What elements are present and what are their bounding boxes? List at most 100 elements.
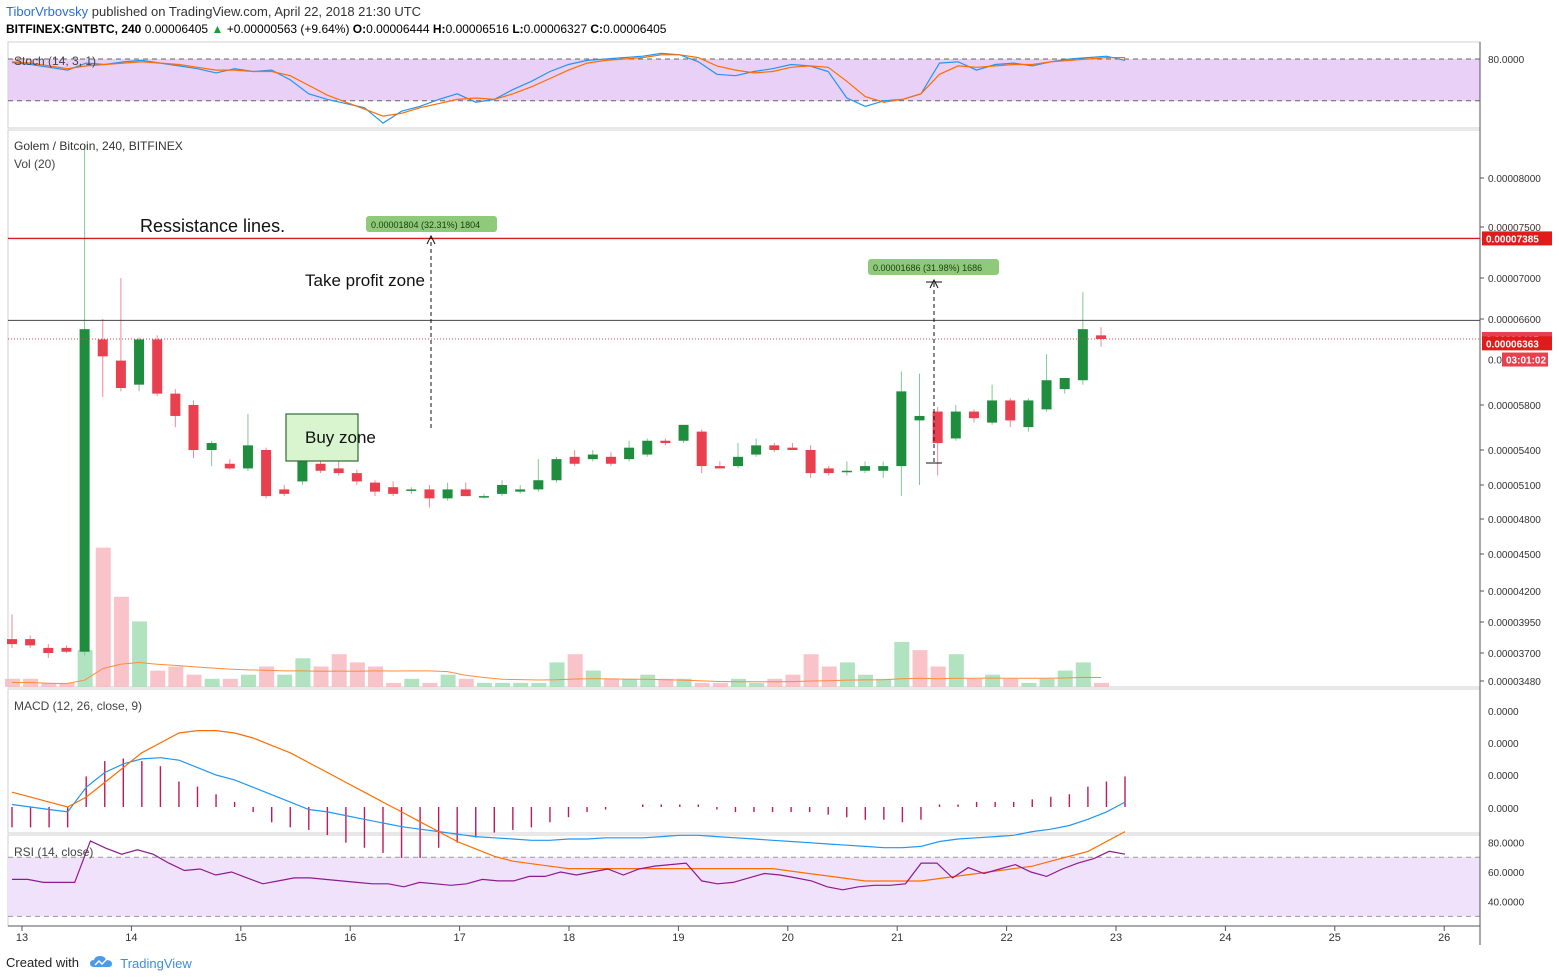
volume-bar [495, 682, 511, 687]
macd-axis-label: 0.0000 [1488, 771, 1519, 782]
volume-bar [150, 670, 166, 687]
price-tick-label: 0.00004200 [1488, 587, 1541, 598]
buy-zone-box [285, 413, 359, 462]
high-label: H: [432, 22, 446, 36]
rsi-axis-label: 80.0000 [1488, 838, 1525, 849]
volume-bar [186, 674, 202, 687]
x-tick-label: 13 [16, 932, 28, 944]
rsi-band [8, 857, 1480, 917]
candle-body [370, 482, 380, 492]
rsi-label: RSI (14, close) [14, 845, 93, 859]
candle-body [170, 393, 181, 416]
candle-body [224, 463, 235, 469]
candle-body [950, 411, 961, 439]
volume-bar [767, 678, 783, 687]
volume-ma-line [12, 661, 1102, 685]
price-tick-label: 0.00003950 [1488, 618, 1541, 629]
tradingview-cloud-icon [89, 955, 113, 972]
volume-bar [1003, 678, 1019, 687]
volume-bar [531, 682, 547, 687]
volume-bar [132, 621, 148, 687]
candle-body [1023, 400, 1034, 428]
x-tick-label: 17 [453, 932, 465, 944]
buy-zone-annotation: Buy zone [305, 428, 376, 447]
volume-bar [622, 678, 638, 687]
candle-body [696, 431, 707, 467]
volume-bar [803, 654, 819, 687]
tradingview-link[interactable]: TradingView [120, 956, 192, 972]
candle-body [841, 470, 852, 473]
candle-body [297, 461, 308, 482]
candle-body [115, 360, 126, 389]
close-value: 0.00006405 [603, 22, 667, 36]
volume-bar [1094, 682, 1109, 687]
volume-bar [1021, 682, 1037, 687]
volume-bar [95, 547, 111, 687]
candle-body [478, 496, 489, 498]
candle-body [660, 440, 671, 444]
macd-signal-line [11, 729, 1126, 882]
volume-bar [712, 682, 728, 687]
x-tick-label: 22 [1000, 932, 1012, 944]
macd-axis-label: 0.0000 [1488, 804, 1519, 815]
volume-bar [440, 674, 456, 687]
measure1-badge [366, 216, 497, 232]
candle-body [769, 445, 780, 450]
measure1-arrowhead [426, 234, 436, 245]
x-tick-label: 26 [1438, 932, 1450, 944]
volume-bar [41, 682, 57, 687]
candle-body [242, 445, 253, 469]
measure2-arrowhead [929, 278, 939, 289]
x-tick-label: 19 [672, 932, 684, 944]
measure2-badge [868, 259, 999, 275]
volume-bar [277, 674, 293, 687]
x-tick-label: 16 [344, 932, 356, 944]
candle-body [932, 411, 943, 444]
candle-body [424, 489, 435, 499]
volume-bar [368, 666, 383, 687]
price-tick-label: 0.00003700 [1488, 649, 1541, 660]
candle-body [878, 466, 889, 471]
symbol-line: BITFINEX:GNTBTC, 240 0.00006405 ▲ +0.000… [6, 22, 666, 36]
rsi-line [12, 840, 1126, 891]
candle-body [551, 459, 562, 481]
last-price: 0.00006405 [144, 22, 209, 36]
resistance-annotation: Ressistance lines. [140, 216, 285, 236]
volume-bar [948, 654, 964, 687]
candle-body [25, 639, 36, 646]
volume-bar [858, 674, 874, 687]
x-tick-label: 14 [125, 932, 137, 944]
x-tick-label: 24 [1219, 932, 1231, 944]
measure2-text: 0.00001686 (31.98%) 1686 [873, 263, 982, 273]
candle-body [533, 480, 544, 490]
price-tick-label: 0.00006600 [1488, 315, 1541, 326]
change-arrow-icon: ▲ [211, 22, 224, 36]
volume-bar [876, 678, 892, 687]
volume-bar [1075, 662, 1091, 687]
macd-axis-label: 0.0000 [1488, 739, 1519, 750]
candle-body [442, 489, 453, 499]
candle-body [787, 447, 798, 450]
candle-body [61, 647, 72, 652]
candle-body [1096, 335, 1106, 339]
footer: Created with TradingView [6, 955, 192, 972]
candle-body [333, 468, 344, 474]
candle-body [406, 489, 417, 491]
main-pane-title: Golem / Bitcoin, 240, BITFINEX [14, 139, 183, 153]
volume-bar [912, 650, 928, 687]
candle-body [860, 466, 871, 471]
volume-bar [513, 682, 529, 687]
volume-bar [259, 666, 275, 687]
volume-bar [458, 678, 474, 687]
volume-bar [930, 666, 946, 687]
author-link[interactable]: TiborVrbovsky [6, 4, 89, 19]
candle-body [1005, 400, 1016, 421]
candle-body [460, 489, 471, 497]
price-tick-label: 0.00007000 [1488, 274, 1541, 285]
volume-bar [821, 666, 837, 687]
candle-body [605, 456, 616, 464]
low-label: L: [512, 22, 524, 36]
price-tick-label: 0.00008000 [1488, 174, 1541, 185]
close-label: C: [590, 22, 604, 36]
